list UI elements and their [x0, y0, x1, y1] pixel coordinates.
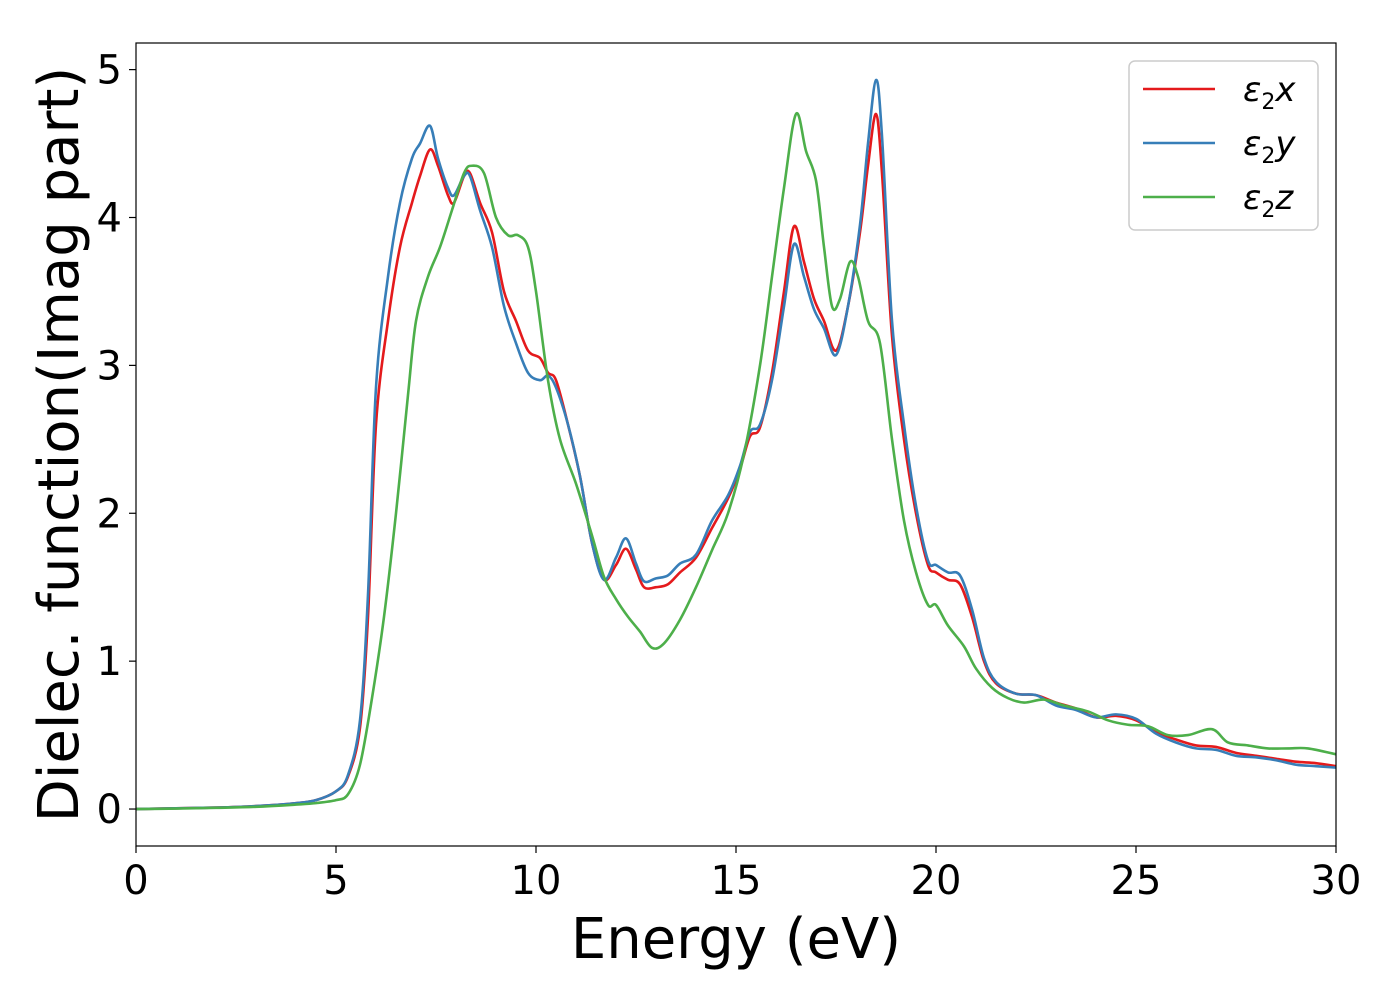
x-axis-ticks: 0 5 10 15 20 25 30	[123, 846, 1361, 904]
legend-label-y: ε2y	[1243, 124, 1296, 169]
y-tick-label: 3	[97, 343, 122, 389]
x-tick-label: 30	[1311, 858, 1362, 904]
x-tick-label: 0	[123, 858, 148, 904]
legend: ε2x ε2y ε2z	[1128, 60, 1319, 231]
x-axis-label: Energy (eV)	[571, 907, 901, 972]
legend-label-z: ε2z	[1243, 178, 1294, 223]
x-tick-label: 5	[323, 858, 348, 904]
y-axis-ticks: 0 1 2 3 4 5	[97, 48, 136, 833]
legend-label-x: ε2x	[1243, 70, 1296, 115]
y-tick-label: 4	[97, 196, 122, 242]
y-tick-label: 2	[97, 491, 122, 537]
y-tick-label: 1	[97, 639, 122, 685]
y-tick-label: 0	[97, 787, 122, 833]
x-tick-label: 25	[1111, 858, 1162, 904]
series-line-z	[136, 112, 1336, 811]
x-tick-label: 10	[511, 858, 562, 904]
y-axis-label: Dielec. function(Imag part)	[27, 67, 92, 823]
y-tick-label: 5	[97, 48, 122, 94]
legend-box	[1128, 60, 1319, 231]
x-tick-label: 20	[911, 858, 962, 904]
x-tick-label: 15	[711, 858, 762, 904]
